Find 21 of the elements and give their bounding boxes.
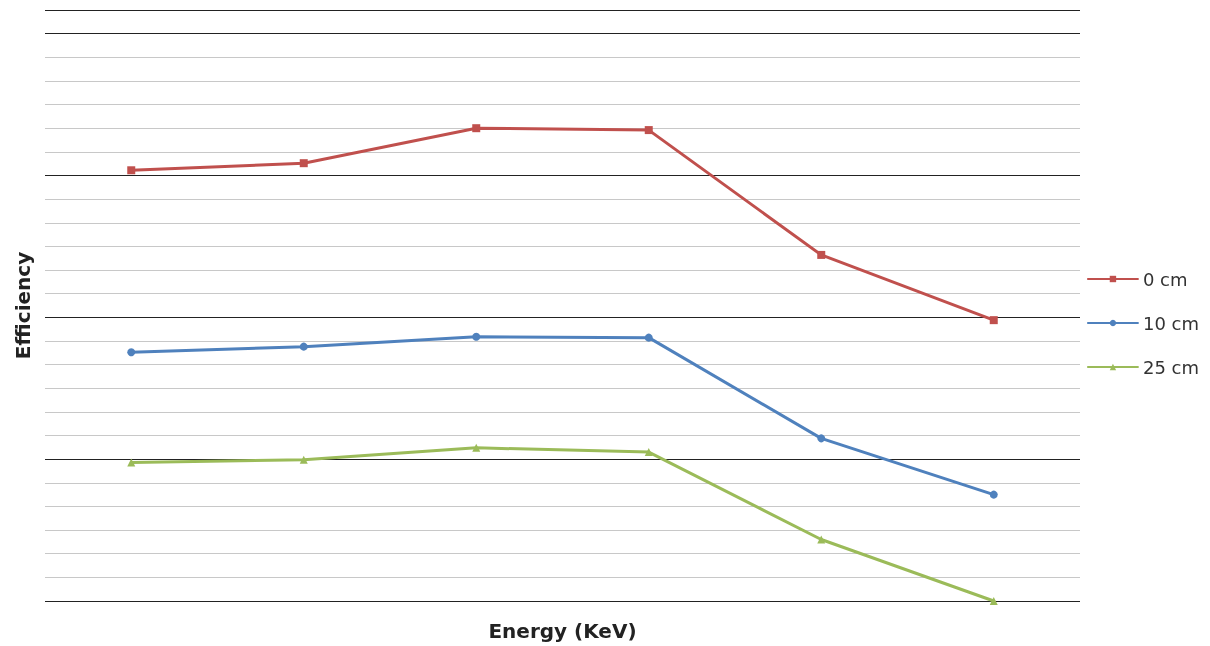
- legend-label: 10 cm: [1142, 312, 1200, 334]
- point: [299, 342, 308, 351]
- point: [472, 124, 481, 133]
- legend-label: 0 cm: [1142, 268, 1188, 290]
- point: [299, 159, 308, 168]
- x-axis-title: Energy (KeV): [488, 619, 637, 643]
- point: [989, 490, 998, 499]
- point: [644, 126, 653, 135]
- point: [817, 250, 826, 259]
- point: [299, 455, 308, 464]
- point: [472, 332, 481, 341]
- point: [127, 166, 136, 175]
- point: [127, 348, 136, 357]
- legend-label: 25 cm: [1142, 356, 1200, 378]
- point: [817, 434, 826, 443]
- point: [644, 333, 653, 342]
- point: [989, 316, 998, 325]
- point: [472, 443, 481, 452]
- point: [817, 535, 826, 544]
- point: [989, 597, 998, 605]
- y-axis-title: Efficiency: [11, 251, 35, 360]
